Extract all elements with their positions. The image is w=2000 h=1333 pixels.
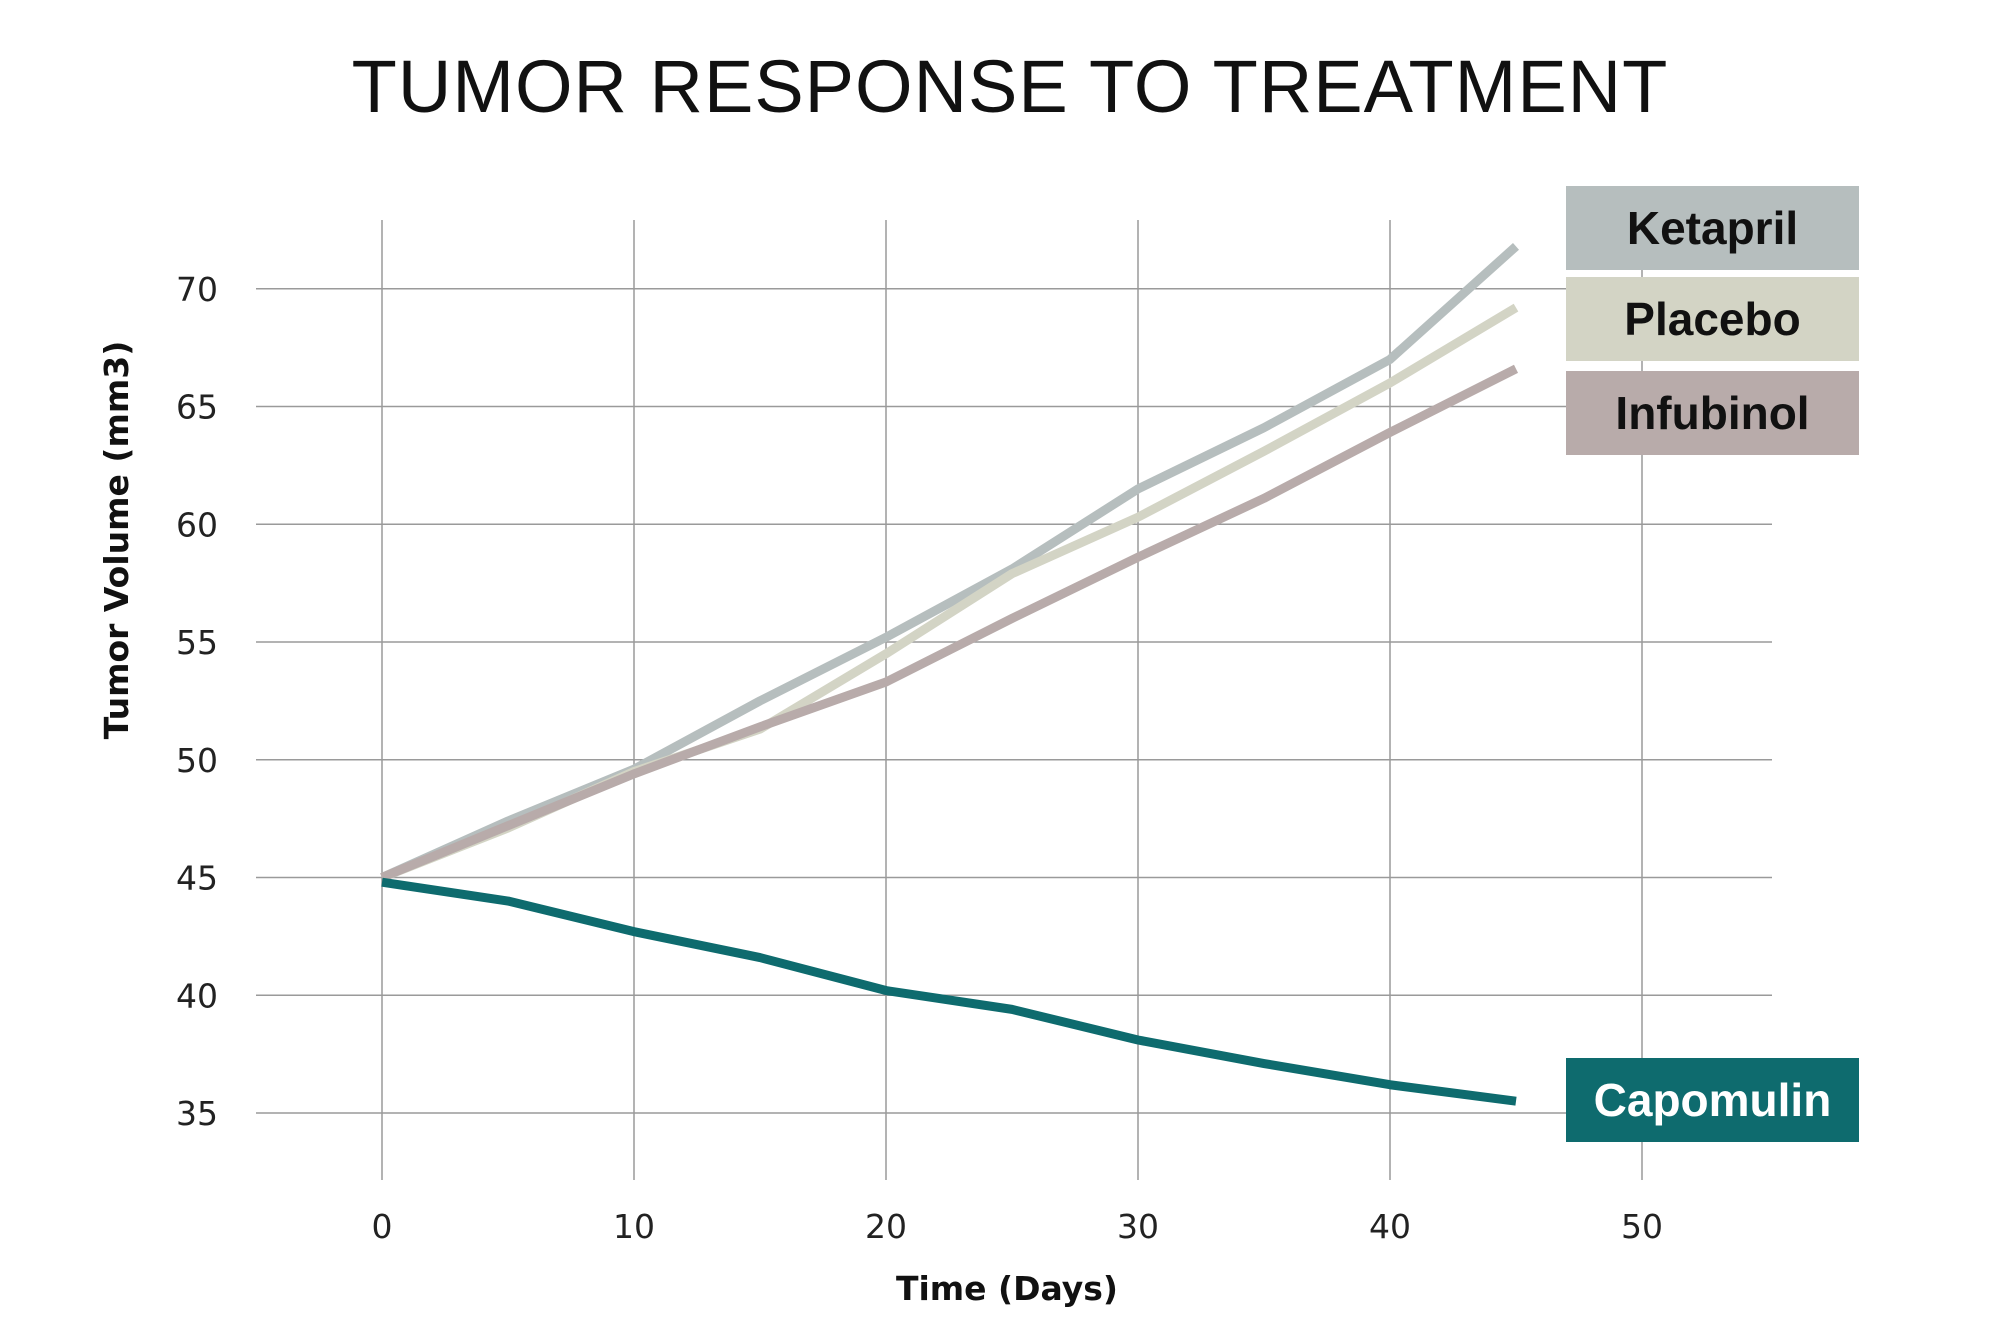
y-tick-label: 70 xyxy=(176,270,218,309)
legend-item-capomulin: Capomulin xyxy=(1566,1058,1859,1142)
legend-label: Capomulin xyxy=(1594,1074,1832,1126)
legend-label: Placebo xyxy=(1624,293,1800,345)
legend-item-infubinol: Infubinol xyxy=(1566,371,1859,455)
x-tick-label: 40 xyxy=(1369,1207,1411,1246)
y-tick-label: 40 xyxy=(176,976,218,1015)
series-lines xyxy=(380,243,1520,1106)
grid xyxy=(256,220,1772,1180)
series-line-placebo xyxy=(380,303,1519,882)
y-axis-title: Tumor Volume (mm3) xyxy=(97,341,136,740)
x-tick-label: 0 xyxy=(372,1207,393,1246)
x-tick-label: 20 xyxy=(865,1207,907,1246)
series-line-ketapril xyxy=(380,243,1520,882)
x-axis-title: Time (Days) xyxy=(896,1269,1118,1308)
legend-label: Ketapril xyxy=(1627,202,1798,254)
series-line-capomulin xyxy=(381,877,1517,1106)
y-tick-label: 50 xyxy=(176,741,218,780)
x-tick-label: 30 xyxy=(1117,1207,1159,1246)
legend-swatch xyxy=(1566,186,1859,270)
chart-title: TUMOR RESPONSE TO TREATMENT xyxy=(352,45,1669,128)
legend-swatch xyxy=(1566,277,1859,361)
y-tick-label: 65 xyxy=(176,388,218,427)
y-tick-label: 35 xyxy=(176,1094,218,1133)
legend-label: Infubinol xyxy=(1615,387,1809,439)
legend: Ketapril Placebo Infubinol Capomulin xyxy=(1566,186,1859,1142)
y-tick-label: 60 xyxy=(176,505,218,544)
y-tick-label: 45 xyxy=(176,859,218,898)
tick-labels: 35 40 45 50 55 60 65 70 0 10 20 30 40 50 xyxy=(176,270,1663,1246)
y-tick-label: 55 xyxy=(176,623,218,662)
x-tick-label: 50 xyxy=(1621,1207,1663,1246)
series-line-infubinol xyxy=(380,364,1519,882)
legend-swatch xyxy=(1566,371,1859,455)
legend-item-ketapril: Ketapril xyxy=(1566,186,1859,270)
legend-swatch xyxy=(1566,1058,1859,1142)
x-tick-label: 10 xyxy=(613,1207,655,1246)
legend-item-placebo: Placebo xyxy=(1566,277,1859,361)
